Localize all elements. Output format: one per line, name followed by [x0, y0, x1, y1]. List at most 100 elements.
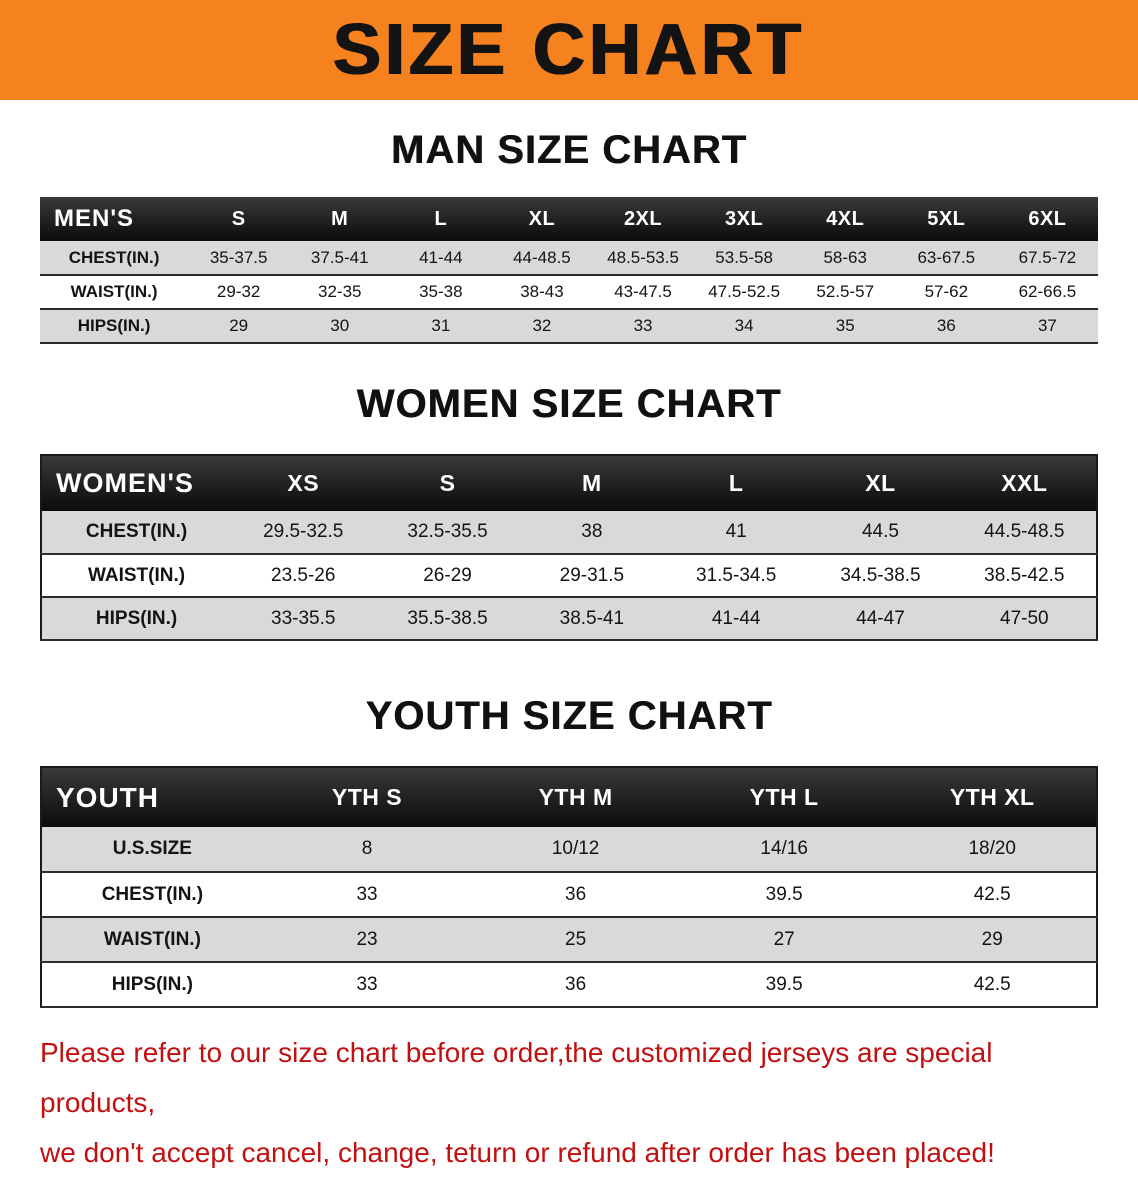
value-cell: 38-43 — [520, 282, 564, 301]
youth-size-chart-section: YOUTH SIZE CHART YOUTH YTH S YTH M YTH L YTH… — [40, 691, 1098, 1008]
size-header-cell: 2XL — [623, 207, 663, 230]
size-chart-banner: SIZE CHART — [0, 0, 1138, 100]
size-header-cell: XL — [528, 207, 556, 230]
value-cell: 42.5 — [973, 883, 1011, 905]
value-cell: 32 — [532, 316, 552, 335]
value-cell: 26-29 — [423, 564, 472, 586]
footer-note-line2: we don't accept cancel, change, teturn o… — [40, 1137, 995, 1168]
value-cell: 34.5-38.5 — [840, 564, 921, 586]
value-cell: 34 — [734, 316, 754, 335]
value-cell: 62-66.5 — [1018, 282, 1077, 301]
measurement-row: WAIST(IN.) 23 25 27 29 — [41, 917, 1097, 962]
value-cell: 44.5 — [861, 521, 899, 542]
value-cell: 33 — [633, 316, 653, 335]
value-cell: 8 — [361, 838, 373, 859]
row-label-cell: WAIST(IN.) — [87, 564, 186, 586]
value-cell: 39.5 — [765, 973, 803, 995]
table-body: U.S.SIZE 8 10/12 14/16 18/20 CHEST(IN.) 33 36 39… — [41, 827, 1097, 1007]
womens-size-table: WOMEN'S XS S M L XL XXL CHEST(IN.) 29.5-32.5 32.5… — [40, 454, 1098, 641]
value-cell: 35.5-38.5 — [407, 607, 488, 629]
value-cell: 23 — [356, 928, 378, 950]
size-header-cell: YTH XL — [949, 784, 1035, 810]
row-label-cell: HIPS(IN.) — [95, 607, 178, 629]
women-size-chart-heading: WOMEN SIZE CHART — [356, 382, 782, 426]
row-label-cell: HIPS(IN.) — [77, 316, 151, 335]
size-header-cell: XS — [287, 470, 320, 496]
value-cell: 33-35.5 — [271, 607, 336, 629]
value-cell: 18/20 — [968, 838, 1016, 859]
youth-size-chart-heading: YOUTH SIZE CHART — [365, 694, 773, 738]
row-label-cell: WAIST(IN.) — [70, 282, 158, 301]
footer-note-line1: Please refer to our size chart before or… — [40, 1037, 993, 1118]
man-size-chart-section: MAN SIZE CHART MEN'S S M L XL 2XL 3XL 4XL 5XL 6XL… — [40, 125, 1098, 344]
value-cell: 44-48.5 — [513, 247, 571, 267]
value-cell: 35-37.5 — [209, 247, 268, 267]
table-title-cell: MEN'S — [54, 205, 135, 232]
size-header-cell: M — [582, 470, 602, 496]
value-cell: 25 — [565, 928, 587, 950]
size-header-cell: S — [231, 207, 246, 230]
value-cell: 14/16 — [760, 838, 808, 859]
row-label-cell: HIPS(IN.) — [111, 973, 194, 995]
value-cell: 37 — [1037, 316, 1057, 335]
table-title-cell: YOUTH — [56, 781, 159, 813]
measurement-row: HIPS(IN.) 29 30 31 32 33 34 35 36 37 — [40, 309, 1098, 343]
value-cell: 57-62 — [924, 282, 969, 301]
table-header-row: WOMEN'S XS S M L XL XXL — [41, 455, 1097, 511]
value-cell: 44-47 — [856, 607, 905, 629]
banner-title: SIZE CHART — [333, 10, 805, 90]
row-label-cell: CHEST(IN.) — [68, 247, 160, 267]
size-header-cell: S — [439, 470, 456, 496]
value-cell: 38.5-41 — [559, 607, 625, 629]
table-body: CHEST(IN.) 29.5-32.5 32.5-35.5 38 41 44.5 44.5… — [41, 511, 1097, 640]
value-cell: 31.5-34.5 — [696, 564, 777, 586]
value-cell: 44.5-48.5 — [984, 521, 1065, 542]
measurement-row: U.S.SIZE 8 10/12 14/16 18/20 — [41, 827, 1097, 872]
table-header-row: MEN'S S M L XL 2XL 3XL 4XL 5XL 6XL — [40, 197, 1098, 241]
size-header-cell: L — [728, 470, 744, 496]
value-cell: 53.5-58 — [715, 247, 773, 267]
value-cell: 42.5 — [973, 973, 1011, 995]
value-cell: 23.5-26 — [271, 564, 336, 586]
value-cell: 63-67.5 — [917, 247, 976, 267]
value-cell: 67.5-72 — [1018, 247, 1077, 267]
measurement-row: CHEST(IN.) 29.5-32.5 32.5-35.5 38 41 44.5 44.5… — [41, 511, 1097, 554]
value-cell: 32-35 — [318, 282, 362, 301]
size-header-cell: 4XL — [826, 207, 865, 230]
row-label-cell: U.S.SIZE — [112, 838, 192, 859]
value-cell: 36 — [565, 883, 587, 905]
value-cell: 27 — [773, 928, 795, 950]
size-header-cell: XXL — [1001, 470, 1048, 496]
value-cell: 29-31.5 — [559, 564, 625, 586]
value-cell: 58-63 — [823, 247, 867, 267]
size-header-cell: YTH M — [538, 784, 613, 810]
value-cell: 29.5-32.5 — [263, 521, 344, 542]
value-cell: 35-38 — [419, 282, 463, 301]
mens-size-table: MEN'S S M L XL 2XL 3XL 4XL 5XL 6XL CHEST(IN.) 35-37… — [40, 197, 1098, 344]
size-header-cell: YTH L — [749, 784, 819, 810]
row-label-cell: WAIST(IN.) — [103, 928, 201, 950]
value-cell: 31 — [431, 316, 451, 335]
value-cell: 33 — [356, 973, 378, 995]
measurement-row: HIPS(IN.) 33-35.5 35.5-38.5 38.5-41 41-44 44-… — [41, 597, 1097, 640]
measurement-row: WAIST(IN.) 23.5-26 26-29 29-31.5 31.5-34.5 34… — [41, 554, 1097, 597]
row-label-cell: CHEST(IN.) — [85, 521, 188, 542]
row-label-cell: CHEST(IN.) — [101, 883, 204, 905]
value-cell: 38.5-42.5 — [984, 564, 1065, 586]
measurement-row: CHEST(IN.) 33 36 39.5 42.5 — [41, 872, 1097, 917]
measurement-row: HIPS(IN.) 33 36 39.5 42.5 — [41, 962, 1097, 1007]
size-header-cell: XL — [865, 470, 896, 496]
value-cell: 43-47.5 — [614, 282, 672, 301]
man-size-chart-heading: MAN SIZE CHART — [390, 128, 748, 172]
footer-note: Please refer to our size chart before or… — [40, 1028, 1102, 1178]
size-header-cell: L — [434, 207, 448, 230]
value-cell: 37.5-41 — [310, 247, 369, 267]
value-cell: 29-32 — [216, 282, 261, 301]
value-cell: 41 — [725, 521, 747, 542]
size-header-cell: YTH S — [331, 784, 403, 810]
measurement-row: CHEST(IN.) 35-37.5 37.5-41 41-44 44-48.5 48.5… — [40, 241, 1098, 275]
value-cell: 47.5-52.5 — [708, 282, 781, 301]
value-cell: 32.5-35.5 — [407, 521, 488, 542]
value-cell: 36 — [565, 973, 587, 995]
